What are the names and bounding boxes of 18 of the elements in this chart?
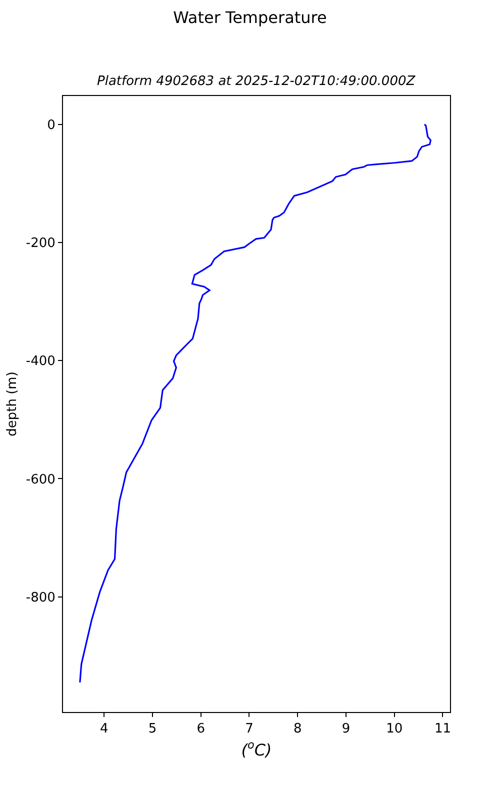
y-tick-label: -200 (26, 236, 56, 252)
x-axis-title: ($^{o}$C) (241, 738, 272, 760)
y-tick-label: -600 (26, 472, 56, 488)
line-series (79, 124, 432, 684)
x-tick-label: 4 (100, 722, 108, 737)
y-axis-title: depth (m) (4, 372, 20, 436)
y-tick-label: -800 (26, 590, 56, 606)
y-tick-label: -400 (26, 354, 56, 370)
x-tick-label: 6 (196, 722, 206, 737)
x-tick-label: 11 (434, 722, 452, 737)
x-tick-label: 9 (342, 722, 350, 737)
y-tick-label: 0 (47, 118, 56, 133)
x-tick-label: 10 (386, 722, 403, 737)
x-tick-label: 7 (245, 722, 254, 737)
chart-title: Water Temperature (173, 8, 327, 28)
x-tick-label: 5 (148, 722, 157, 737)
chart-subtitle: Platform 4902683 at 2025-12-02T10:49:00.000Z (97, 74, 416, 89)
x-tick-label: 8 (293, 722, 302, 737)
